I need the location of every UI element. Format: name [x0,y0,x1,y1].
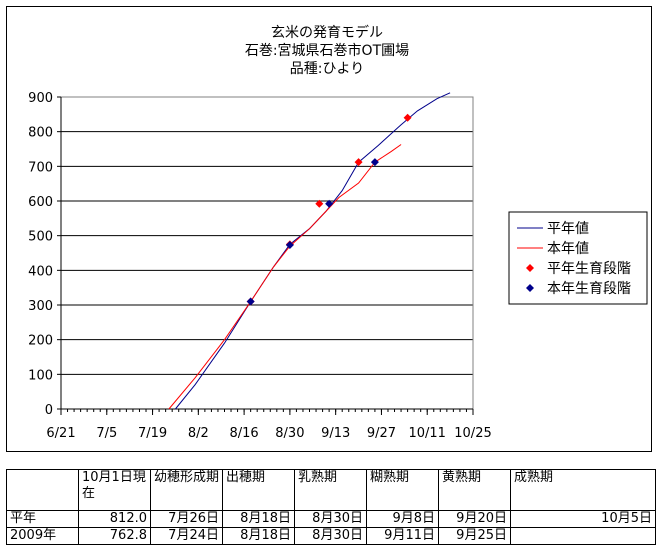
legend-label: 本年生育段階 [547,281,631,297]
data-point [370,158,379,167]
table-header-cell: 成熟期 [510,469,656,511]
data-point [325,199,334,208]
y-tick-label: 300 [28,299,53,314]
table-cell: 812.0 [78,510,151,528]
data-point [246,297,255,306]
table-header-cell: 幼穂形成期 [150,469,223,511]
table-cell: 7月24日 [150,527,223,545]
table-header-cell: 黄熟期 [438,469,511,511]
x-tick-label: 8/30 [275,426,304,441]
table-header-cell: 糊熟期 [366,469,439,511]
legend-marker-swatch [526,284,534,292]
table-cell: 9月20日 [438,510,511,528]
grid-lines [61,96,473,375]
y-tick-label: 700 [28,160,53,175]
table-cell: 9月25日 [438,527,511,545]
y-tick-label: 400 [28,264,53,279]
table-header-cell: 乳熟期 [294,469,367,511]
table-cell: 9月8日 [366,510,439,528]
chart-frame: 玄米の発育モデル 石巻:宮城県石巻市OT圃場 品種:ひより 0 100 200 300… [6,6,652,452]
table-cell [510,527,656,545]
table-cell: 8月30日 [294,527,367,545]
table-cell: 8月18日 [222,527,295,545]
table-row: 平年 812.0 7月26日 8月18日 8月30日 9月8日 9月20日 10月5日 [6,510,656,528]
chart-svg: 玄米の発育モデル 石巻:宮城県石巻市OT圃場 品種:ひより 0 100 200 300… [28,24,648,441]
data-point [403,113,412,122]
y-tick-label: 100 [28,368,53,383]
table-cell: 8月18日 [222,510,295,528]
title-line-2: 石巻:宮城県石巻市OT圃場 [245,42,409,59]
x-tick-label: 8/16 [230,426,259,441]
x-tick-label: 9/13 [321,426,350,441]
y-tick-label: 200 [28,334,53,349]
series-line [168,144,402,410]
title-line-1: 玄米の発育モデル [271,24,383,41]
series-layer [168,92,451,410]
x-tick-label: 10/25 [454,426,491,441]
table-cell: 762.8 [78,527,151,545]
legend-marker-swatch [526,264,534,272]
data-point [285,241,294,250]
chart-title: 玄米の発育モデル 石巻:宮城県石巻市OT圃場 品種:ひより [245,24,409,77]
table-cell: 平年 [6,510,79,528]
table-cell: 8月30日 [294,510,367,528]
data-point [354,158,363,167]
y-tick-label: 500 [28,230,53,245]
growth-stage-table: 10月1日現在 幼穂形成期 出穂期 乳熟期 糊熟期 黄熟期 成熟期 平年 812.0 7月26日 8… [6,469,656,545]
y-tick-label: 0 [45,403,53,418]
y-axis: 0 100 200 300 400 500 600 700 800 900 [28,91,62,418]
x-tick-label: 9/27 [367,426,396,441]
plot-area [60,96,474,410]
title-line-3: 品種:ひより [290,61,364,77]
series-line [175,92,451,410]
legend-label: 本年値 [547,241,589,257]
legend-label: 平年生育段階 [547,261,631,277]
y-tick-label: 900 [28,91,53,106]
table-cell: 9月11日 [366,527,439,545]
legend-label: 平年値 [547,221,589,237]
table-cell: 10月5日 [510,510,656,528]
table-cell: 2009年 [6,527,79,545]
table-header-cell: 10月1日現在 [78,469,151,511]
table-row: 2009年 762.8 7月24日 8月18日 8月30日 9月11日 9月25日 [6,527,656,545]
x-tick-label: 8/2 [188,426,209,441]
x-tick-label: 6/21 [46,426,75,441]
x-axis: 6/21 7/5 7/19 8/2 8/16 8/30 9/13 9/27 10/11 10/25 [46,408,492,441]
x-tick-label: 10/11 [408,426,445,441]
y-tick-label: 800 [28,126,53,141]
y-tick-label: 600 [28,195,53,210]
table-header-cell: 出穂期 [222,469,295,511]
x-tick-label: 7/19 [138,426,167,441]
data-point [315,199,324,208]
table-cell: 7月26日 [150,510,223,528]
table-header-row: 10月1日現在 幼穂形成期 出穂期 乳熟期 糊熟期 黄熟期 成熟期 [6,469,656,511]
table-header-cell [6,469,79,511]
x-tick-label: 7/5 [96,426,117,441]
